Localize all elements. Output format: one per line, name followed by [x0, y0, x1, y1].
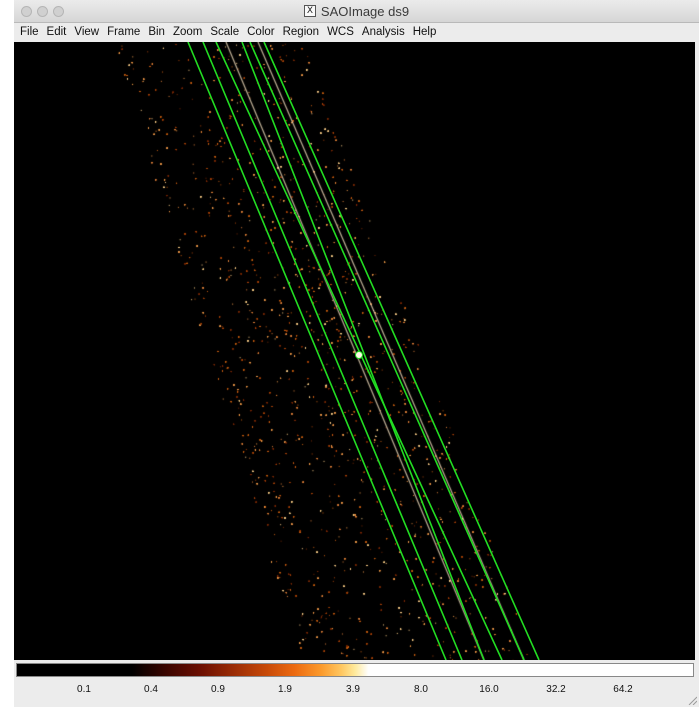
ds9-window: X SAOImage ds9 File Edit View Frame Bin … — [14, 0, 699, 707]
close-button[interactable] — [21, 6, 32, 17]
x11-icon: X — [303, 5, 316, 17]
title-bar[interactable]: X SAOImage ds9 — [14, 0, 699, 23]
zoom-button[interactable] — [53, 6, 64, 17]
source-marker[interactable] — [355, 351, 363, 359]
menu-frame[interactable]: Frame — [107, 26, 141, 38]
colorbar[interactable] — [16, 663, 694, 677]
colorbar-tick-label: 16.0 — [479, 684, 499, 695]
minimize-button[interactable] — [37, 6, 48, 17]
region-line-4[interactable] — [263, 42, 540, 660]
colorbar-ticks: 0.1 0.4 0.9 1.9 3.9 8.0 16.0 32.2 64.2 — [14, 679, 699, 699]
menu-bar: File Edit View Frame Bin Zoom Scale Colo… — [14, 23, 699, 41]
colorbar-tick-label: 0.4 — [144, 684, 158, 695]
colorbar-tick-label: 1.9 — [278, 684, 292, 695]
colorbar-tick-label: 0.9 — [211, 684, 225, 695]
region-line-2[interactable] — [202, 42, 463, 660]
window-title: SAOImage ds9 — [320, 3, 410, 19]
menu-region[interactable]: Region — [282, 26, 320, 38]
colorbar-tick-label: 0.1 — [77, 684, 91, 695]
menu-scale[interactable]: Scale — [210, 26, 240, 38]
menu-analysis[interactable]: Analysis — [361, 26, 405, 38]
menu-color[interactable]: Color — [247, 26, 275, 38]
colorbar-tick-label: 8.0 — [414, 684, 428, 695]
menu-wcs[interactable]: WCS — [327, 26, 354, 38]
menu-edit[interactable]: Edit — [46, 26, 67, 38]
image-display[interactable] — [14, 42, 695, 660]
colorbar-tick-label: 3.9 — [346, 684, 360, 695]
menu-view[interactable]: View — [74, 26, 100, 38]
colorbar-tick-label: 64.2 — [613, 684, 633, 695]
region-overlay[interactable] — [14, 42, 695, 660]
colorbar-tick-label: 32.2 — [546, 684, 566, 695]
region-line-3[interactable] — [249, 42, 525, 660]
menu-help[interactable]: Help — [412, 26, 437, 38]
menu-bin[interactable]: Bin — [148, 26, 165, 38]
region-line-6[interactable] — [241, 42, 485, 660]
menu-zoom[interactable]: Zoom — [172, 26, 203, 38]
event-image[interactable] — [14, 42, 695, 660]
resize-grip-icon[interactable] — [687, 695, 697, 705]
menu-file[interactable]: File — [20, 26, 39, 38]
region-line-1[interactable] — [187, 42, 447, 660]
title-container: X SAOImage ds9 — [14, 0, 699, 22]
